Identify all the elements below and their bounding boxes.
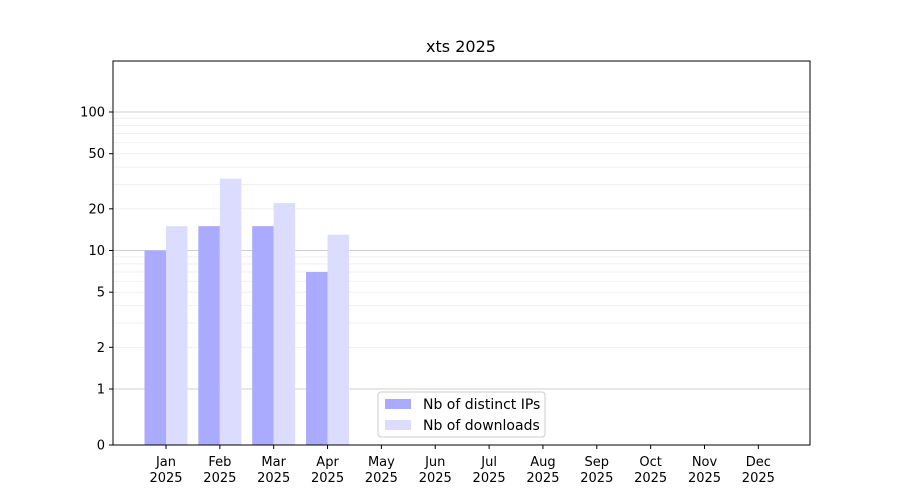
x-tick-label-month-1: Feb	[208, 455, 231, 470]
y-tick-label-3: 5	[97, 286, 105, 301]
x-tick-label-year-7: 2025	[526, 471, 559, 486]
legend-frame	[377, 391, 546, 438]
legend-swatch-downloads	[385, 420, 411, 430]
y-tick-label-2: 2	[97, 341, 105, 356]
bars	[144, 178, 350, 445]
bar-downloads-feb	[219, 178, 242, 445]
x-tick-label-month-2: Mar	[261, 455, 286, 470]
x-tick-label-month-5: Jun	[424, 455, 445, 470]
plot-area-frame	[112, 60, 811, 446]
x-axis: Jan2025Feb2025Mar2025Apr2025May2025Jun20…	[149, 445, 775, 486]
y-tick-label-6: 50	[88, 147, 105, 162]
y-axis: 0 1 2 5 10 20 50 100	[80, 106, 113, 454]
bar-downloads-mar	[273, 203, 296, 445]
x-tick-label-year-8: 2025	[580, 471, 613, 486]
x-tick-label-year-10: 2025	[688, 471, 721, 486]
x-tick-label-year-11: 2025	[742, 471, 775, 486]
y-tick-label-7: 100	[80, 106, 105, 121]
x-tick-label-year-0: 2025	[149, 471, 182, 486]
bar-ips-feb	[198, 226, 220, 445]
legend-swatch-ips	[385, 399, 411, 409]
x-tick-label-month-0: Jan	[155, 455, 176, 470]
x-tick-label-month-10: Nov	[692, 455, 718, 470]
y-tick-label-5: 20	[88, 202, 105, 217]
chart-title: xts 2025	[426, 37, 496, 56]
legend-label-ips: Nb of distinct IPs	[423, 397, 540, 413]
legend: Nb of distinct IPs Nb of downloads	[377, 391, 546, 438]
x-tick-label-month-6: Jul	[480, 455, 497, 470]
x-tick-label-year-2: 2025	[257, 471, 290, 486]
bar-ips-jan	[144, 250, 166, 445]
x-tick-label-month-8: Sep	[585, 455, 610, 470]
x-tick-label-year-6: 2025	[473, 471, 506, 486]
x-tick-label-year-1: 2025	[203, 471, 236, 486]
x-tick-label-month-9: Oct	[639, 455, 661, 470]
x-tick-label-year-5: 2025	[419, 471, 452, 486]
y-tick-label-0: 0	[97, 439, 105, 454]
bar-downloads-apr	[327, 234, 350, 445]
y-tick-label-4: 10	[88, 244, 105, 259]
legend-label-downloads: Nb of downloads	[423, 418, 540, 434]
x-tick-label-year-4: 2025	[365, 471, 398, 486]
x-tick-label-month-3: Apr	[316, 455, 339, 470]
x-tick-label-month-7: Aug	[530, 455, 555, 470]
y-tick-label-1: 1	[97, 383, 105, 398]
x-tick-label-year-9: 2025	[634, 471, 667, 486]
bar-downloads-jan	[166, 226, 188, 445]
x-tick-label-month-4: May	[368, 455, 395, 470]
bar-ips-apr	[306, 271, 328, 445]
x-tick-label-month-11: Dec	[746, 455, 771, 470]
bar-ips-mar	[252, 226, 274, 445]
x-tick-label-year-3: 2025	[311, 471, 344, 486]
